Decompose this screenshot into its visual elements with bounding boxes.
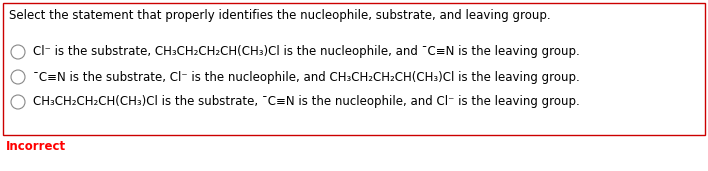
Bar [3, 3, 705, 135]
Text: Incorrect: Incorrect [6, 140, 66, 153]
Text: ¯C≡N is the substrate, Cl⁻ is the nucleophile, and CH₃CH₂CH₂CH(CH₃)Cl is the lea: ¯C≡N is the substrate, Cl⁻ is the nucleo… [33, 70, 580, 83]
Text: Cl⁻ is the substrate, CH₃CH₂CH₂CH(CH₃)Cl is the nucleophile, and ¯C≡N is the lea: Cl⁻ is the substrate, CH₃CH₂CH₂CH(CH₃)Cl… [33, 45, 580, 58]
Text: CH₃CH₂CH₂CH(CH₃)Cl is the substrate, ¯C≡N is the nucleophile, and Cl⁻ is the lea: CH₃CH₂CH₂CH(CH₃)Cl is the substrate, ¯C≡… [33, 95, 580, 109]
Text: Select the statement that properly identifies the nucleophile, substrate, and le: Select the statement that properly ident… [9, 9, 551, 22]
